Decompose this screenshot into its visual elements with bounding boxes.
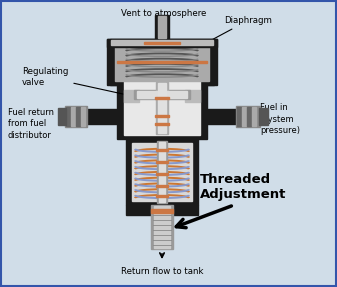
Text: Threaded
Adjustment: Threaded Adjustment	[200, 173, 286, 201]
Bar	[111, 40, 213, 45]
Bar	[155, 97, 169, 99]
Bar	[154, 206, 170, 248]
Bar	[155, 115, 169, 117]
Bar	[87, 109, 117, 124]
Bar	[71, 107, 75, 126]
Bar	[66, 107, 70, 126]
Bar	[155, 15, 169, 39]
Bar	[126, 139, 198, 205]
Bar	[137, 91, 187, 98]
Bar	[259, 108, 268, 125]
Bar	[247, 107, 251, 126]
Bar	[156, 82, 168, 134]
Bar	[207, 109, 237, 124]
Bar	[242, 107, 246, 126]
Bar	[126, 205, 198, 215]
Bar	[117, 61, 207, 63]
Text: Vent to atmosphere: Vent to atmosphere	[121, 9, 207, 18]
Bar	[144, 42, 180, 44]
Bar	[236, 106, 260, 127]
Bar	[156, 195, 168, 197]
Bar	[157, 141, 167, 203]
Bar	[158, 83, 166, 133]
Bar	[156, 185, 168, 187]
Bar	[156, 173, 168, 175]
Bar	[134, 90, 190, 99]
Bar	[107, 39, 217, 85]
Text: Diaphragm: Diaphragm	[209, 16, 272, 42]
Bar	[124, 90, 139, 102]
Bar	[151, 205, 173, 249]
Bar	[117, 47, 207, 139]
Bar	[58, 108, 66, 125]
Bar	[76, 107, 80, 126]
Bar	[115, 45, 209, 81]
Bar	[151, 209, 173, 213]
Bar	[159, 142, 165, 202]
Bar	[252, 107, 256, 126]
Text: Fuel return
from fuel
distributor: Fuel return from fuel distributor	[8, 108, 54, 139]
Bar	[156, 161, 168, 163]
Bar	[185, 90, 200, 102]
Bar	[110, 39, 214, 85]
Text: Return flow to tank: Return flow to tank	[121, 267, 203, 276]
Bar	[156, 149, 168, 151]
Bar	[158, 16, 166, 38]
Text: Regulating
valve: Regulating valve	[22, 67, 129, 95]
Text: Fuel in
(system
pressure): Fuel in (system pressure)	[260, 103, 300, 135]
Bar	[81, 107, 85, 126]
Bar	[237, 107, 241, 126]
Bar	[107, 39, 217, 47]
Bar	[124, 51, 200, 135]
Bar	[155, 123, 169, 125]
Bar	[132, 143, 192, 201]
Bar	[65, 106, 87, 127]
